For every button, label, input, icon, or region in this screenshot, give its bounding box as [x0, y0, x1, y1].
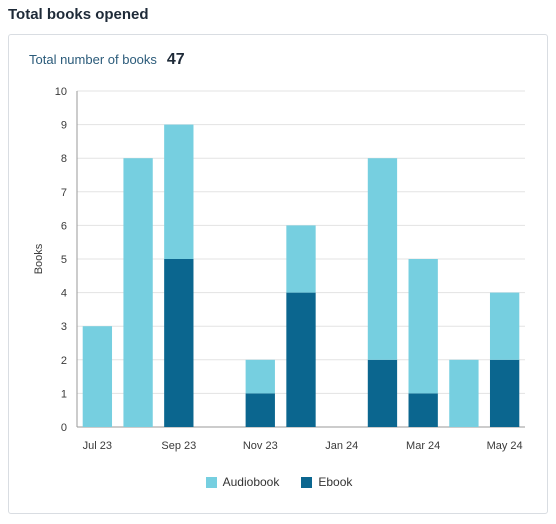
page-title: Total books opened — [8, 6, 149, 23]
x-tick-label-jul-23: Jul 23 — [83, 440, 112, 452]
bar-audiobook-sep-23 — [164, 124, 194, 259]
bar-ebook-sep-23 — [164, 259, 194, 427]
bar-audiobook-may-24 — [489, 292, 520, 360]
summary-value: 47 — [166, 51, 185, 68]
bar-audiobook-feb-24 — [367, 158, 398, 360]
legend-swatch-audiobook — [205, 476, 217, 488]
legend-item-audiobook[interactable]: Audiobook — [205, 475, 280, 489]
y-axis-title: Books — [33, 243, 45, 274]
y-tick-label-9: 9 — [61, 120, 67, 132]
bar-ebook-may-24 — [489, 359, 520, 427]
x-tick-label-may-24: May 24 — [487, 440, 523, 452]
summary: Total number of books 47 — [29, 51, 185, 69]
bar-ebook-dec-23 — [286, 292, 316, 427]
x-tick-label-sep-23: Sep 23 — [161, 440, 196, 452]
legend-label-audiobook: Audiobook — [222, 475, 280, 489]
summary-label: Total number of books — [29, 52, 157, 67]
bar-audiobook-nov-23 — [245, 359, 275, 394]
y-tick-label-6: 6 — [61, 220, 67, 232]
x-tick-label-mar-24: Mar 24 — [406, 440, 440, 452]
bar-audiobook-mar-24 — [408, 259, 438, 394]
y-tick-label-0: 0 — [61, 422, 67, 434]
y-tick-label-7: 7 — [61, 187, 67, 199]
y-tick-label-3: 3 — [61, 321, 67, 333]
y-tick-label-1: 1 — [61, 388, 67, 400]
bar-ebook-nov-23 — [245, 393, 275, 427]
bar-audiobook-dec-23 — [286, 225, 316, 293]
y-tick-label-10: 10 — [55, 86, 67, 98]
x-tick-label-jan-24: Jan 24 — [325, 440, 358, 452]
x-tick-label-nov-23: Nov 23 — [243, 440, 278, 452]
bar-ebook-feb-24 — [367, 359, 398, 427]
bar-audiobook-aug-23 — [123, 158, 153, 427]
chart-card: Total number of books 47 0 1 2 3 4 5 6 7 8 9 10 Boo… — [8, 34, 548, 514]
legend-label-ebook: Ebook — [318, 475, 353, 489]
y-tick-label-5: 5 — [61, 254, 67, 266]
stacked-bar-chart: 0 1 2 3 4 5 6 7 8 9 10 Books Jul 23 Sep 23 Nov 23 Jan 2… — [33, 86, 525, 452]
y-tick-label-2: 2 — [61, 355, 67, 367]
legend-swatch-ebook — [301, 476, 313, 488]
bar-ebook-mar-24 — [408, 393, 438, 427]
legend-item-ebook[interactable]: Ebook — [301, 475, 352, 489]
y-tick-label-8: 8 — [61, 153, 67, 165]
bar-audiobook-jul-23 — [82, 326, 113, 427]
chart-legend: Audiobook Ebook — [9, 475, 549, 489]
bar-audiobook-apr-24 — [449, 359, 479, 427]
y-tick-label-4: 4 — [61, 288, 67, 300]
